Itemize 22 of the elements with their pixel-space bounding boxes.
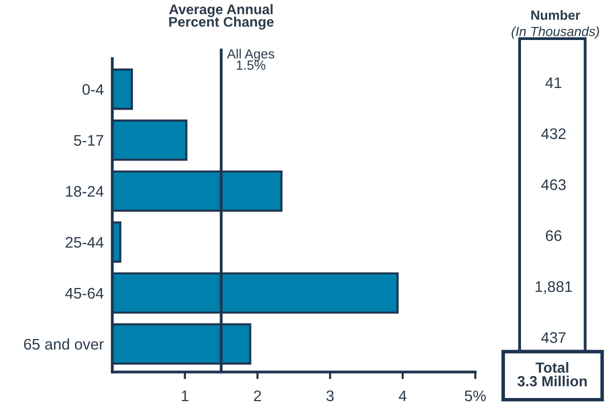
y-tick-label: 25-44 — [66, 236, 104, 248]
x-tick-label: 1 — [182, 390, 188, 402]
text: 437 — [541, 332, 566, 343]
x-tick-label: 2 — [254, 390, 261, 402]
text: 432 — [541, 128, 566, 140]
text: Total 3.3 Million — [517, 362, 587, 386]
y-tick-label: 0-4 — [82, 84, 104, 95]
y-tick-label: 45-64 — [65, 288, 104, 299]
ref-line-label: All Ages 1.5% — [227, 48, 274, 70]
x-tick-label: 3 — [326, 390, 334, 402]
text: (In Thousands) — [512, 26, 599, 39]
text: Number — [531, 10, 580, 20]
y-tick-label: 5-17 — [74, 135, 104, 146]
text: 66 — [546, 230, 562, 242]
x-tick-label: 5% — [464, 390, 486, 402]
text: 1,881 — [536, 281, 572, 294]
text: 41 — [545, 78, 562, 88]
x-tick-label: 4 — [398, 390, 406, 402]
chart-title: Average Annual Percent Change — [169, 4, 274, 30]
text: 463 — [541, 179, 566, 190]
y-tick-label: 65 and over — [24, 338, 104, 350]
y-tick-label: 18-24 — [66, 186, 104, 197]
